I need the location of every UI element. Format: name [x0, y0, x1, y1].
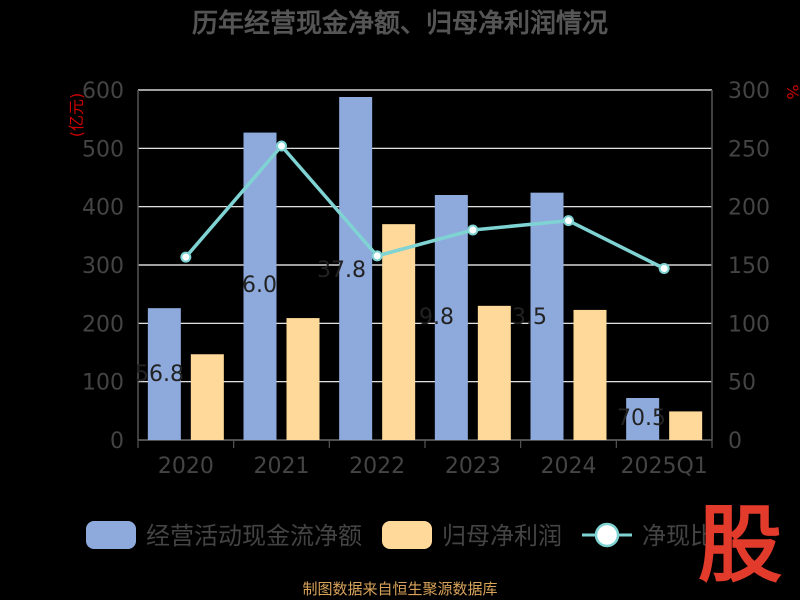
line-point	[180, 251, 192, 263]
data-source-footer: 制图数据来自恒生聚源数据库	[302, 580, 498, 598]
data-label: 9.8	[419, 305, 454, 330]
y-right-tick-label: 250	[728, 137, 770, 162]
bar	[339, 97, 373, 440]
data-label: 70.5	[617, 406, 666, 431]
legend-label: 经营活动现金流净额	[146, 522, 362, 550]
y-left-tick-label: 400	[82, 196, 124, 221]
line-point	[276, 140, 287, 152]
y-right-tick-label: 150	[728, 254, 770, 279]
data-label: 56.8	[135, 362, 184, 387]
x-tick-label: 2025Q1	[621, 454, 708, 479]
y-left-axis-label: (亿元)	[67, 93, 86, 138]
bar	[573, 309, 607, 440]
legend-swatch-cashflow	[86, 521, 136, 549]
y-left-tick-label: 200	[82, 312, 124, 337]
bar	[669, 411, 703, 440]
legend-swatch-profit	[382, 521, 432, 549]
bar	[530, 192, 564, 440]
x-tick-label: 2023	[445, 454, 501, 479]
data-label: 6.0	[242, 273, 277, 298]
chart-title: 历年经营现金净额、归母净利润情况	[192, 8, 608, 39]
y-right-axis-label: %	[783, 84, 800, 99]
y-right-tick-label: 100	[728, 312, 770, 337]
line-point	[563, 215, 574, 227]
bar	[382, 224, 416, 440]
x-tick-label: 2021	[254, 454, 310, 479]
line-point	[371, 250, 383, 262]
line-point	[467, 224, 479, 236]
y-right-tick-label: 300	[728, 79, 770, 104]
y-left-tick-label: 300	[82, 254, 124, 279]
bar	[147, 308, 181, 440]
bar	[190, 354, 224, 440]
data-label: 37.8	[317, 258, 366, 283]
data-label: 3.5	[512, 305, 547, 330]
y-right-tick-label: 0	[728, 429, 742, 454]
legend-label: 归母净利润	[442, 522, 562, 550]
bar	[626, 398, 660, 440]
legend-marker-ratio	[594, 522, 620, 548]
y-left-tick-label: 100	[82, 371, 124, 396]
y-right-tick-label: 50	[728, 371, 756, 396]
brand-logo: 股	[697, 496, 782, 594]
bar	[286, 318, 320, 440]
y-left-tick-label: 500	[82, 137, 124, 162]
x-tick-label: 2024	[541, 454, 597, 479]
legend-label: 净现比	[642, 522, 714, 550]
y-left-tick-label: 0	[110, 429, 124, 454]
y-right-tick-label: 200	[728, 196, 770, 221]
y-left-tick-label: 600	[82, 79, 124, 104]
x-tick-label: 2020	[158, 454, 214, 479]
line-point	[658, 263, 670, 274]
line-series-path	[184, 143, 665, 271]
x-tick-label: 2022	[349, 454, 405, 479]
bar	[477, 305, 511, 440]
